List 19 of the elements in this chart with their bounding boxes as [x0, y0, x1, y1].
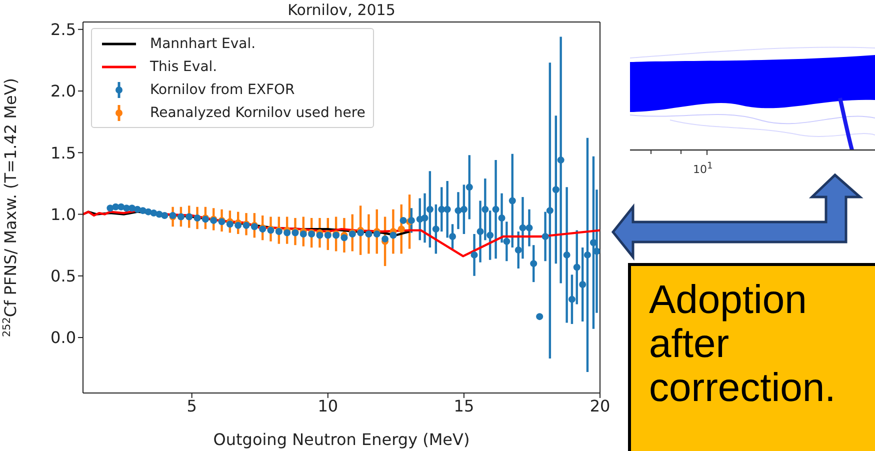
text: Adoption after correction.	[649, 278, 836, 410]
y-tick-label: 1.5	[50, 143, 76, 162]
legend-label: Kornilov from EXFOR	[150, 82, 295, 98]
legend-label: Reanalyzed Kornilov used here	[150, 104, 366, 120]
x-tick-label: 15	[454, 396, 474, 416]
text: 10$^{1}$	[693, 160, 713, 176]
chart-title: Kornilov, 2015	[288, 1, 396, 19]
legend-label: Mannhart Eval.	[150, 36, 256, 52]
x-tick-label: 5	[186, 396, 197, 416]
y-tick-label: 0.5	[50, 266, 76, 286]
y-tick-label: 1.0	[50, 204, 76, 224]
x-axis-title: Outgoing Neutron Energy (MeV)	[213, 430, 470, 449]
x-tick-label: 20	[590, 396, 610, 416]
legend-label: This Eval.	[150, 58, 218, 74]
y-tick-label: 2.5	[50, 20, 76, 40]
point	[398, 226, 405, 233]
y-tick-label: 2.0	[50, 82, 76, 101]
y-tick-label: 0.0	[50, 328, 76, 348]
x-tick-label: 10	[318, 396, 338, 416]
